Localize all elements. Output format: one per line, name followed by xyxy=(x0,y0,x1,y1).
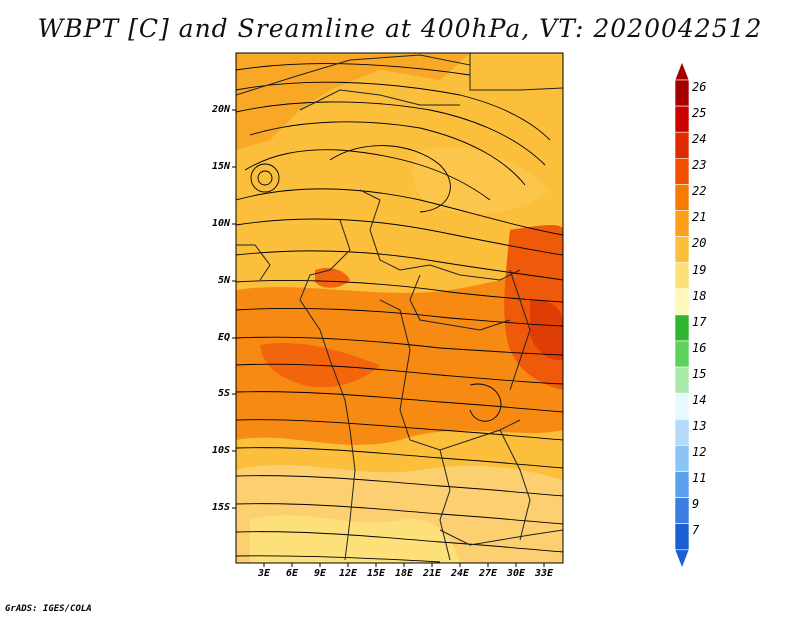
colorbar-label: 19 xyxy=(692,263,707,277)
map-frame xyxy=(235,52,564,564)
colorbar-label: 23 xyxy=(692,158,707,172)
lon-label: 27E xyxy=(478,568,498,579)
colorbar-label: 17 xyxy=(692,315,707,329)
colorbar xyxy=(674,61,690,569)
colorbar-label: 20 xyxy=(692,236,707,250)
colorbar-segment xyxy=(674,236,690,264)
colorbar-label: 14 xyxy=(692,393,707,407)
colorbar-segment xyxy=(674,210,690,237)
credit-text: GrADS: IGES/COLA xyxy=(5,604,92,614)
colorbar-segment xyxy=(674,471,690,498)
lon-label: 15E xyxy=(366,568,386,579)
colorbar-segment xyxy=(674,340,690,368)
colorbar-segment xyxy=(674,105,690,133)
lon-label: 9E xyxy=(313,568,327,579)
lat-label: 10N xyxy=(211,218,230,229)
country-borders xyxy=(236,53,563,561)
lon-label: 24E xyxy=(450,568,470,579)
colorbar-label: 24 xyxy=(692,132,707,146)
colorbar-segment xyxy=(674,523,690,551)
lon-label: 3E xyxy=(257,568,271,579)
axis-ticks xyxy=(232,109,545,567)
lon-label: 21E xyxy=(422,568,442,579)
colorbar-label: 7 xyxy=(692,523,700,537)
colorbar-label: 25 xyxy=(692,106,707,120)
colorbar-segment xyxy=(674,366,690,394)
colorbar-label: 15 xyxy=(692,367,707,381)
colorbar-label: 12 xyxy=(692,445,707,459)
lon-label: 18E xyxy=(394,568,414,579)
lat-label: 10S xyxy=(211,445,230,456)
colorbar-label: 16 xyxy=(692,341,707,355)
colorbar-segment xyxy=(674,79,690,107)
colorbar-label: 11 xyxy=(692,471,707,485)
colorbar-arrow-bottom xyxy=(674,549,690,569)
colorbar-segment xyxy=(674,497,690,525)
colorbar-label: 22 xyxy=(692,184,707,198)
lat-label: EQ xyxy=(217,332,230,343)
colorbar-label: 13 xyxy=(692,419,707,433)
lon-label: 12E xyxy=(338,568,358,579)
colorbar-label: 21 xyxy=(692,210,707,224)
colorbar-segment xyxy=(674,262,690,290)
lat-label: 15N xyxy=(211,161,230,172)
colorbar-segment xyxy=(674,131,690,159)
colorbar-segment xyxy=(674,418,690,446)
colorbar-segment xyxy=(674,184,690,211)
lon-label: 6E xyxy=(285,568,299,579)
colorbar-segment xyxy=(674,314,690,342)
colorbar-arrow-top xyxy=(674,61,690,81)
colorbar-segment xyxy=(674,445,690,472)
lat-label: 15S xyxy=(211,502,230,513)
lat-label: 5N xyxy=(217,275,230,286)
colorbar-segment xyxy=(674,288,690,316)
colorbar-segment xyxy=(674,158,690,185)
colorbar-label: 26 xyxy=(692,80,707,94)
streamlines xyxy=(236,63,563,563)
colorbar-label: 9 xyxy=(692,497,700,511)
map-title: WBPT [C] and Sreamline at 400hPa, VT: 20… xyxy=(37,14,763,43)
lat-label: 20N xyxy=(211,104,230,115)
lat-label: 5S xyxy=(217,388,230,399)
colorbar-segment xyxy=(674,392,690,420)
colorbar-label: 18 xyxy=(692,289,707,303)
lon-label: 30E xyxy=(506,568,526,579)
lon-label: 33E xyxy=(534,568,554,579)
